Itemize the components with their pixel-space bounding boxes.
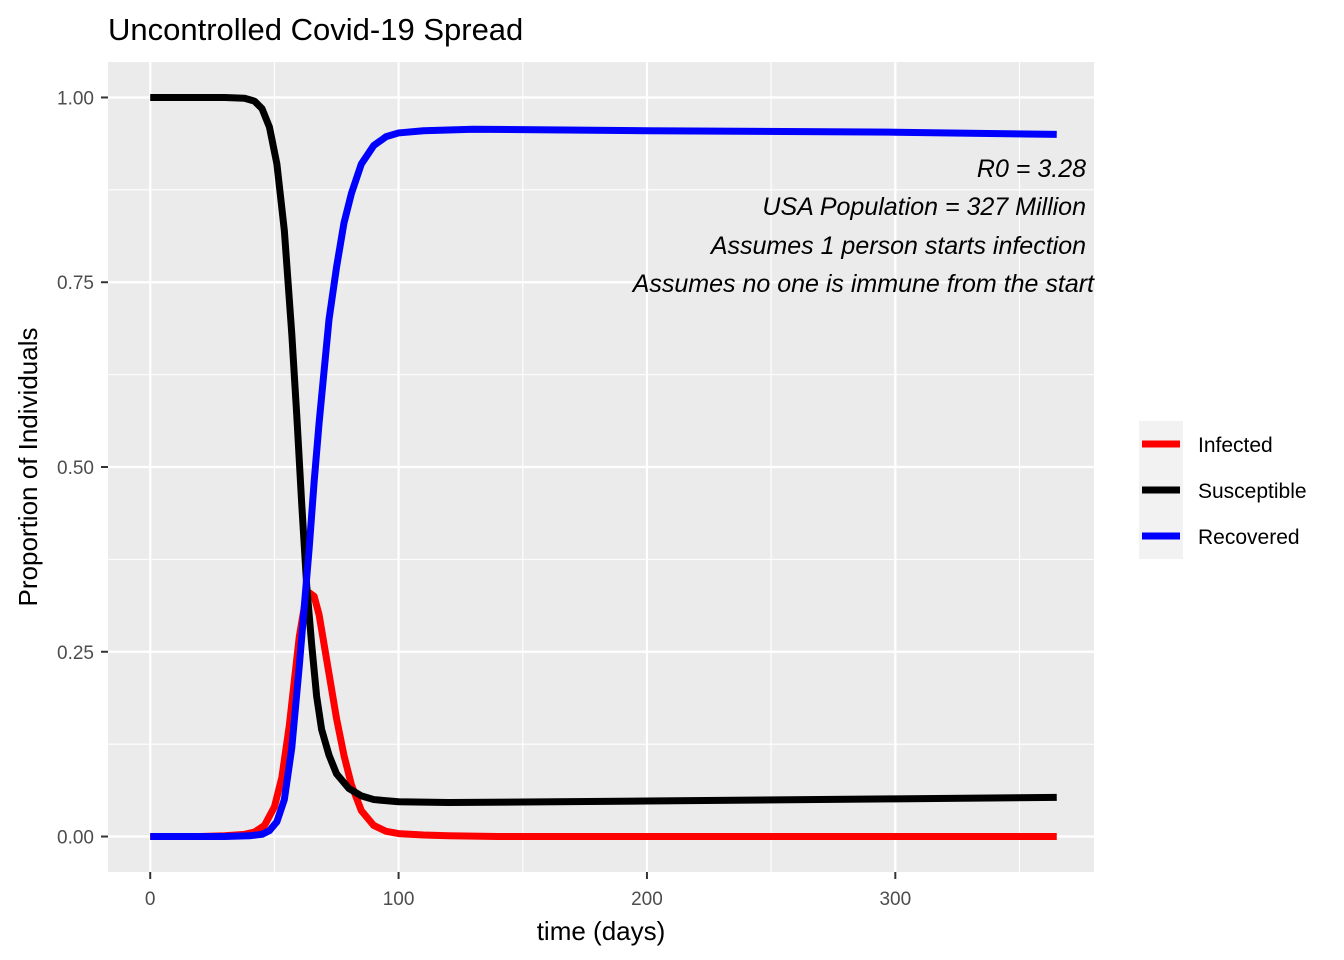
x-axis: 0 100 200 300 bbox=[145, 872, 911, 910]
y-tick-label: 1.00 bbox=[57, 88, 94, 109]
legend: Infected Susceptible Recovered bbox=[1139, 421, 1307, 559]
x-tick-label: 0 bbox=[145, 889, 156, 910]
series-line-recovered bbox=[150, 125, 1057, 841]
series-line-susceptible bbox=[150, 93, 1057, 807]
annotation-text: R0 = 3.28 bbox=[977, 155, 1086, 183]
grid-major bbox=[108, 62, 1094, 872]
x-axis-label: time (days) bbox=[537, 916, 666, 946]
y-tick-label: 0.00 bbox=[57, 828, 94, 849]
x-tick-label: 200 bbox=[631, 889, 663, 910]
y-tick-label: 0.75 bbox=[57, 273, 94, 294]
legend-label: Susceptible bbox=[1198, 480, 1307, 503]
series-line-infected bbox=[150, 589, 1057, 841]
x-tick-label: 300 bbox=[879, 889, 911, 910]
y-axis: 0.00 0.25 0.50 0.75 1.00 bbox=[57, 88, 108, 849]
y-tick-label: 0.25 bbox=[57, 643, 94, 664]
legend-label: Recovered bbox=[1198, 526, 1300, 549]
legend-label: Infected bbox=[1198, 434, 1273, 457]
annotation-text: Assumes no one is immune from the start bbox=[631, 270, 1095, 298]
annotation-text: USA Population = 327 Million bbox=[762, 193, 1086, 221]
series-lines bbox=[150, 93, 1057, 841]
annotations: R0 = 3.28 USA Population = 327 Million Ass… bbox=[631, 155, 1095, 298]
chart-title: Uncontrolled Covid-19 Spread bbox=[108, 12, 523, 47]
y-tick-label: 0.50 bbox=[57, 458, 94, 479]
annotation-text: Assumes 1 person starts infection bbox=[709, 232, 1086, 260]
y-axis-label: Proportion of Individuals bbox=[13, 328, 43, 607]
x-tick-label: 100 bbox=[383, 889, 415, 910]
